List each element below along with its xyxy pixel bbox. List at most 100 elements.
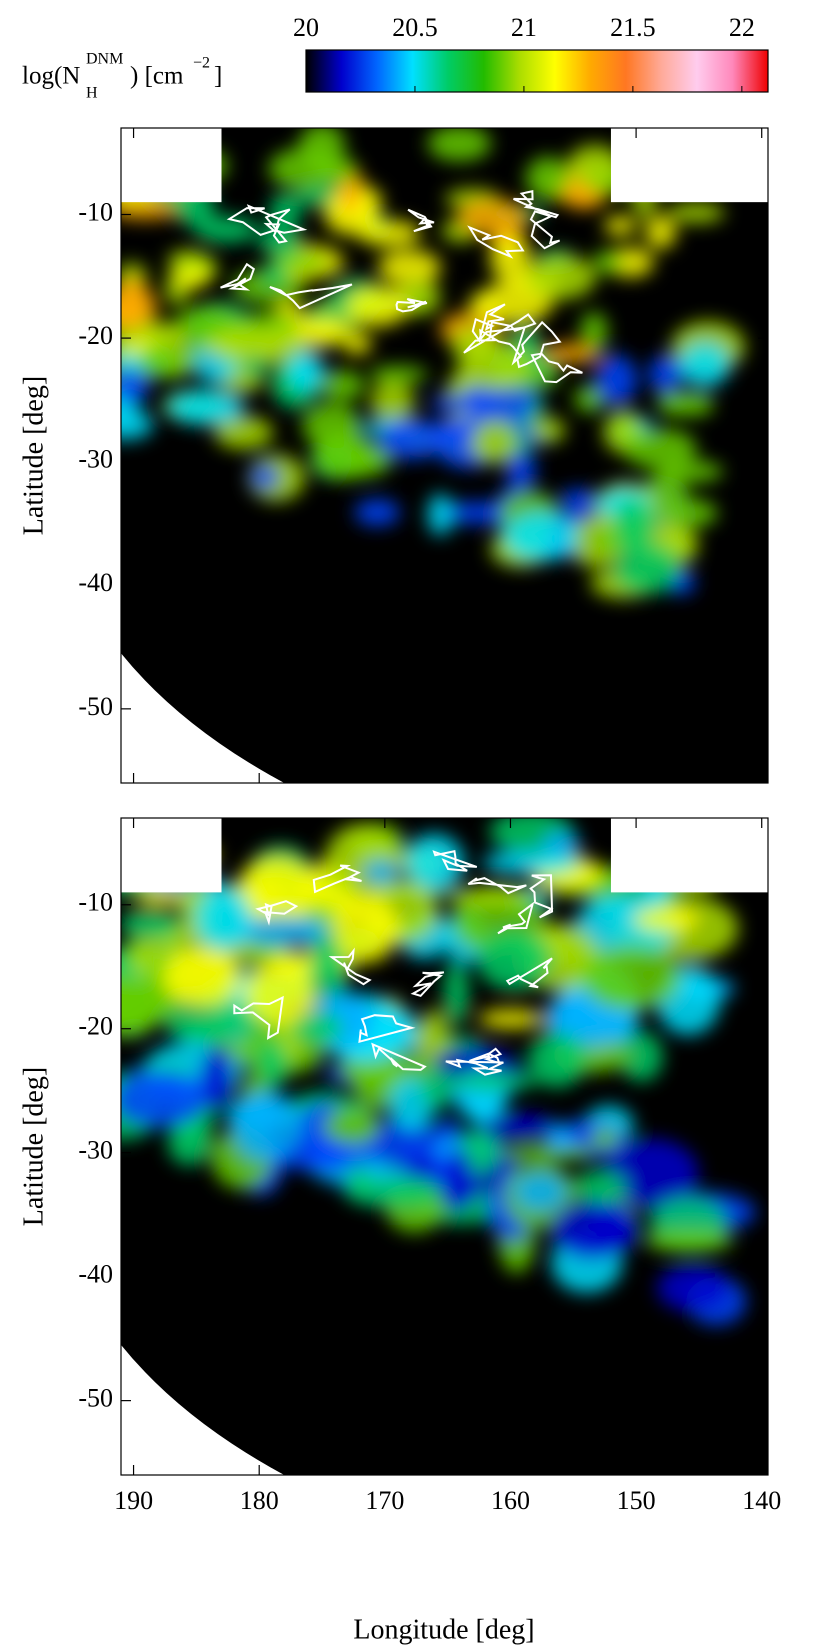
contour — [529, 874, 554, 919]
emission-blob — [593, 250, 624, 274]
emission-blob — [309, 938, 348, 1007]
emission-blob — [344, 1175, 443, 1208]
emission-blob — [168, 389, 245, 426]
contour — [516, 320, 562, 369]
emission-blob — [418, 1068, 456, 1109]
emission-blob — [342, 332, 372, 355]
emission-blob — [377, 249, 442, 286]
cbar-label: ] — [214, 63, 222, 90]
contour — [407, 208, 435, 233]
x-tick-label: 190 — [114, 1486, 153, 1515]
emission-blob — [471, 420, 517, 464]
emission-blob — [477, 928, 552, 991]
emission-blob — [572, 1170, 628, 1205]
map-panel — [121, 818, 768, 1475]
emission-blob — [230, 1090, 301, 1162]
emission-blob — [333, 894, 399, 964]
emission-blob — [532, 417, 566, 444]
contour — [445, 1058, 504, 1076]
emission-blob — [250, 463, 280, 491]
emission-blob — [439, 501, 511, 525]
no-data — [610, 128, 768, 203]
no-data — [121, 1344, 285, 1475]
no-data — [610, 818, 768, 893]
contour — [312, 864, 362, 894]
emission-blob — [137, 342, 197, 380]
emission-blob — [545, 1124, 574, 1152]
emission-blob — [458, 340, 531, 390]
emission-blob — [633, 906, 700, 932]
emission-blob — [580, 311, 608, 351]
emission-blob — [324, 1107, 380, 1146]
emission-blob — [354, 498, 401, 527]
emission-blob — [346, 285, 410, 327]
emission-blob — [294, 317, 346, 348]
emission-blob — [586, 1201, 638, 1255]
emission-blob — [236, 916, 327, 947]
contour — [358, 1014, 416, 1044]
emission-blob — [482, 850, 579, 875]
emission-blob — [427, 128, 492, 162]
emission-blob — [514, 1171, 568, 1212]
cbar-label: ) [cm — [130, 63, 184, 90]
emission-blob — [121, 275, 146, 326]
emission-blob — [472, 1112, 560, 1140]
plot-frame — [120, 817, 769, 1476]
emission-blob — [478, 1009, 544, 1029]
emission-blob — [292, 1011, 344, 1045]
emission-blob — [619, 1031, 663, 1082]
contour — [233, 995, 284, 1040]
contour — [467, 877, 527, 895]
emission-blob — [444, 887, 534, 906]
y-tick-label: -30 — [78, 445, 113, 474]
emission-blob — [287, 349, 324, 392]
contour — [220, 262, 255, 291]
emission-blob — [404, 833, 465, 893]
emission-blob — [201, 336, 248, 354]
cbar-tick-label: 21 — [511, 13, 537, 42]
contour — [226, 204, 308, 236]
emission-blob — [524, 254, 597, 300]
contour — [530, 352, 583, 384]
contour — [505, 957, 553, 989]
emission-blob — [604, 215, 637, 236]
emission-blob — [134, 889, 189, 906]
emission-blob — [368, 365, 429, 384]
emission-blob — [568, 144, 622, 184]
emission-blob — [323, 192, 379, 236]
contour — [371, 1042, 427, 1071]
y-tick-label: -40 — [78, 1260, 113, 1289]
x-axis-label: Longitude [deg] — [353, 1614, 534, 1645]
emission-blob — [199, 1045, 234, 1112]
emission-blob — [657, 391, 692, 417]
contour — [432, 850, 478, 872]
emission-blob — [656, 1264, 731, 1312]
cbar-tick-label: 21.5 — [610, 13, 656, 42]
contour — [328, 947, 372, 986]
contour — [513, 189, 560, 219]
emission-blob — [541, 343, 602, 364]
emission-blob — [299, 128, 345, 168]
emission-blob — [443, 959, 469, 1026]
emission-blob — [377, 418, 444, 460]
emission-blob — [194, 887, 253, 951]
contour — [529, 210, 561, 250]
cbar-tick-label: 20 — [293, 13, 319, 42]
emission-blob — [679, 341, 731, 388]
emission-blob — [457, 198, 528, 236]
emission-blob — [648, 355, 684, 393]
cbar-label-sup: −2 — [193, 55, 210, 72]
emission-blob — [612, 498, 656, 550]
contour — [269, 283, 353, 310]
emission-blob — [581, 944, 681, 1011]
no-data — [121, 818, 222, 893]
y-axis-label: Latitude [deg] — [18, 1067, 49, 1226]
emission-blob — [604, 1138, 699, 1209]
y-tick-label: -50 — [78, 692, 113, 721]
emission-blob — [257, 1039, 288, 1089]
emission-blob — [302, 402, 362, 449]
x-tick-label: 150 — [617, 1486, 656, 1515]
emission-blob — [356, 220, 422, 247]
y-axis-label: Latitude [deg] — [18, 376, 49, 535]
